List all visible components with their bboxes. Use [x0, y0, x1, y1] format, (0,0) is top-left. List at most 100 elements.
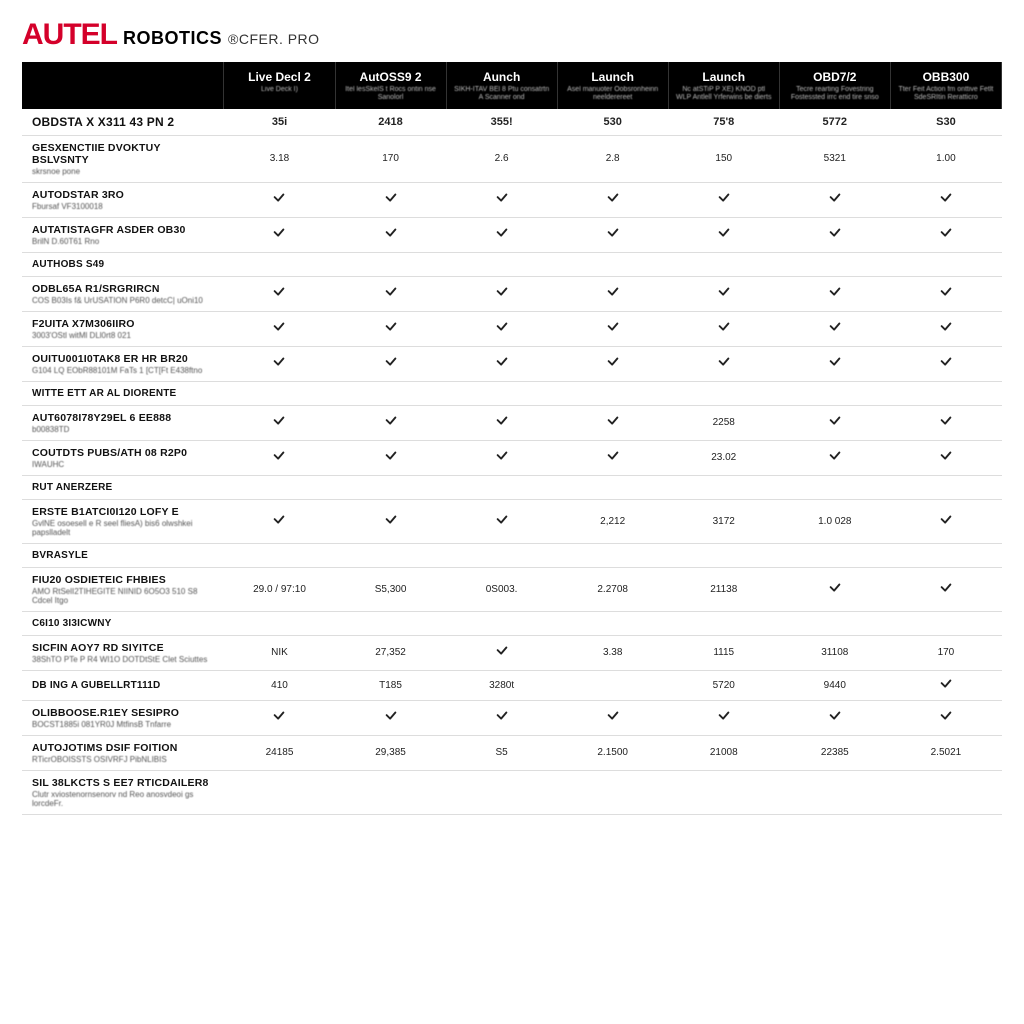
cell: 3172	[668, 499, 779, 543]
table-row: SIL 38lkCtS S EE7 RTICDAiler8Clutr xvios…	[22, 770, 1002, 814]
cell: 75'8	[668, 109, 779, 136]
cell	[557, 670, 668, 700]
header-col-sub: Itel lesSkelS t Rocs ontin nse Sanolorl	[342, 86, 440, 103]
row-label-primary: AUTATISTAGFR ASDER OB30	[32, 224, 218, 236]
cell: 21008	[668, 735, 779, 770]
cell: 150	[668, 135, 779, 182]
cell	[224, 381, 335, 405]
check-icon	[939, 677, 953, 691]
cell: 3.18	[224, 135, 335, 182]
cell	[557, 217, 668, 252]
row-label-primary: FIU20 OSdietEic fHbieS	[32, 574, 218, 586]
cell	[779, 405, 890, 440]
cell: 29,385	[335, 735, 446, 770]
row-label-secondary: 3003'OStl witMl DLl0rt8 021	[32, 331, 218, 340]
cell: S5	[446, 735, 557, 770]
check-icon	[939, 226, 953, 240]
check-icon	[384, 449, 398, 463]
cell	[890, 670, 1001, 700]
cell	[779, 252, 890, 276]
check-icon	[272, 414, 286, 428]
cell	[557, 543, 668, 567]
row-label-primary: OLIBBOOSE.R1ey SeSIPRO	[32, 707, 218, 719]
cell	[668, 346, 779, 381]
row-label: OBDSTA X X311 43 Pn 2	[22, 109, 224, 136]
check-icon	[939, 709, 953, 723]
row-label-primary: AUTHOBS S49	[32, 259, 218, 270]
cell	[668, 252, 779, 276]
table-row: ERSTE B1aTCI0i120 LOfy eGvlNE osoesell e…	[22, 499, 1002, 543]
cell: 2.1500	[557, 735, 668, 770]
cell: NIK	[224, 635, 335, 670]
cell	[890, 346, 1001, 381]
check-icon	[272, 709, 286, 723]
cell	[224, 252, 335, 276]
header-col-4: LaunchNc atSTiP P XE) KNOD ptl WLP Antle…	[668, 62, 779, 109]
cell: 31108	[779, 635, 890, 670]
check-icon	[606, 414, 620, 428]
check-icon	[384, 513, 398, 527]
row-label: Gesxenctiie Dvoktuy BslvSntyskrsnoe pone	[22, 135, 224, 182]
check-icon	[495, 709, 509, 723]
table-row: SicfIN AOy7 RD SiyitCE38ShTO PTe P R4 WI…	[22, 635, 1002, 670]
table-row: Witte ett ar al Diorente	[22, 381, 1002, 405]
check-icon	[939, 449, 953, 463]
check-icon	[828, 355, 842, 369]
cell	[779, 381, 890, 405]
row-label-primary: OBDSTA X X311 43 Pn 2	[32, 115, 218, 129]
header-label-col	[22, 62, 224, 109]
cell	[557, 440, 668, 475]
header-col-2: AunchSIKH-ITAV BEl 8 Ptu consatrtn A Sca…	[446, 62, 557, 109]
check-icon	[384, 285, 398, 299]
cell	[446, 499, 557, 543]
row-label-secondary: BrilN D.60T61 Rno	[32, 237, 218, 246]
cell	[557, 346, 668, 381]
row-label-primary: AUTODSTAR 3RO	[32, 189, 218, 201]
cell	[557, 405, 668, 440]
row-label: AUTODSTAR 3ROFbursaf VF3100018	[22, 182, 224, 217]
cell: 170	[335, 135, 446, 182]
cell	[668, 381, 779, 405]
cell	[890, 543, 1001, 567]
check-icon	[828, 709, 842, 723]
cell	[446, 475, 557, 499]
check-icon	[495, 320, 509, 334]
cell: 1.0 028	[779, 499, 890, 543]
cell	[668, 543, 779, 567]
row-label-primary: Gesxenctiie Dvoktuy BslvSnty	[32, 142, 218, 166]
header-col-3: LaunchAsel manuoter Oobsronheinn neelder…	[557, 62, 668, 109]
cell	[557, 475, 668, 499]
check-icon	[606, 226, 620, 240]
cell	[668, 475, 779, 499]
cell	[224, 311, 335, 346]
check-icon	[384, 414, 398, 428]
check-icon	[939, 513, 953, 527]
row-label: COUTDTS PUBS/ATH 08 R2P0IWAUHC	[22, 440, 224, 475]
table-row: DB ING A GUbellrt111D410T1853280t5720944…	[22, 670, 1002, 700]
cell: 35i	[224, 109, 335, 136]
cell	[224, 346, 335, 381]
cell: 410	[224, 670, 335, 700]
cell	[446, 543, 557, 567]
check-icon	[939, 191, 953, 205]
cell	[335, 182, 446, 217]
check-icon	[384, 191, 398, 205]
table-row: F2UITA X7M306IIRO3003'OStl witMl DLl0rt8…	[22, 311, 1002, 346]
check-icon	[828, 581, 842, 595]
header-col-title: Aunch	[453, 70, 551, 84]
cell	[557, 252, 668, 276]
table-row: OLIBBOOSE.R1ey SeSIPROBOCST1885i 081YR0J…	[22, 700, 1002, 735]
cell	[446, 217, 557, 252]
header-col-title: OBB300	[897, 70, 995, 84]
cell	[890, 217, 1001, 252]
row-label-secondary: BOCST1885i 081YR0J MtfinsB Tnfarre	[32, 720, 218, 729]
table-row: OBDSTA X X311 43 Pn 235i2418355!53075'85…	[22, 109, 1002, 136]
row-label-primary: SIL 38lkCtS S EE7 RTICDAiler8	[32, 777, 218, 789]
comparison-table: Live Decl 2Live Deck I)AutOSS9 2Itel les…	[22, 62, 1002, 815]
cell	[224, 440, 335, 475]
row-label: OLIBBOOSE.R1ey SeSIPROBOCST1885i 081YR0J…	[22, 700, 224, 735]
row-label-primary: AUTOJOTIMS DSIF FOITION	[32, 742, 218, 754]
row-label-primary: COUTDTS PUBS/ATH 08 R2P0	[32, 447, 218, 459]
header-col-title: Live Decl 2	[230, 70, 328, 84]
cell: 2418	[335, 109, 446, 136]
